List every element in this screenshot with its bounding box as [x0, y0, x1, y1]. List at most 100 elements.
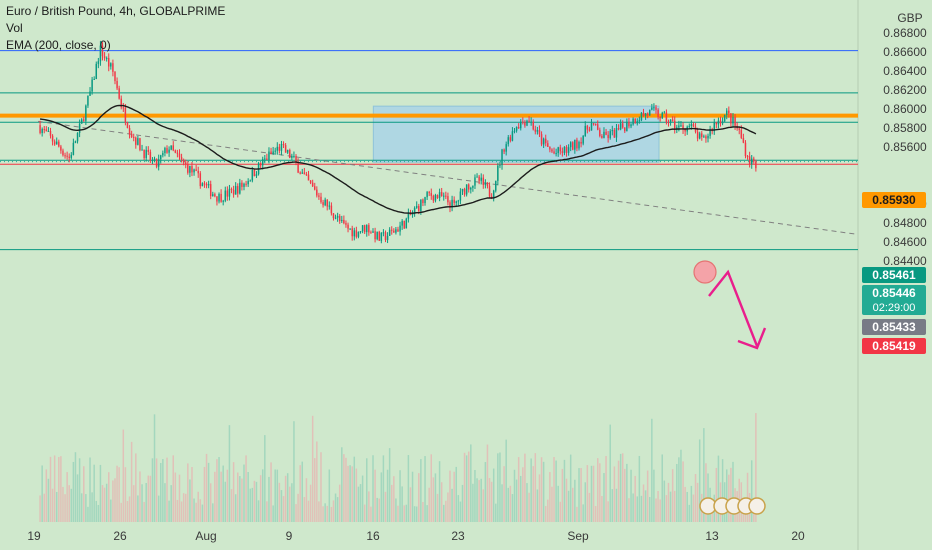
volume-bar-296 [655, 498, 657, 522]
volume-bar-12 [64, 494, 66, 522]
candle-body-232 [522, 121, 524, 123]
candle-body-200 [455, 201, 457, 203]
candle-body-198 [451, 199, 453, 208]
candle-body-313 [690, 124, 693, 126]
candle-body-252 [563, 146, 566, 153]
volume-bar-162 [376, 497, 378, 522]
volume-bar-238 [534, 453, 537, 522]
volume-bar-30 [101, 485, 104, 522]
volume-bar-19 [78, 458, 81, 522]
candle-body-74 [193, 169, 195, 173]
volume-bar-33 [108, 472, 110, 522]
volume-bar-110 [268, 476, 270, 522]
candle-body-162 [376, 231, 378, 240]
candle-body-325 [715, 122, 718, 125]
volume-bar-47 [137, 495, 139, 522]
candle-body-80 [205, 184, 208, 186]
volume-bar-134 [318, 501, 320, 522]
candle-body-100 [247, 181, 249, 185]
volume-bar-224 [505, 439, 507, 522]
candle-body-207 [470, 187, 472, 190]
candle-body-22 [85, 105, 87, 121]
volume-bar-298 [659, 499, 661, 522]
candle-body-309 [682, 125, 684, 130]
volume-bar-185 [424, 456, 426, 522]
candle-body-108 [264, 158, 266, 160]
candle-body-339 [744, 142, 747, 156]
volume-bar-114 [276, 469, 279, 522]
volume-bar-64 [172, 455, 174, 522]
countdown-label: 02:29:00 [873, 302, 916, 314]
candle-body-337 [740, 129, 743, 138]
candle-body-96 [239, 182, 241, 194]
candle-body-275 [611, 130, 614, 132]
x-tick-1: 26 [113, 529, 127, 543]
candle-body-65 [174, 150, 177, 153]
candle-body-216 [488, 185, 491, 197]
candle-body-333 [732, 117, 734, 124]
volume-bar-210 [476, 478, 478, 522]
volume-bar-170 [393, 476, 395, 522]
candle-body-67 [178, 153, 181, 158]
candle-body-247 [553, 151, 555, 154]
volume-bar-77 [199, 499, 202, 522]
volume-bar-166 [384, 491, 387, 522]
candle-body-17 [74, 141, 77, 143]
volume-bar-69 [182, 493, 185, 522]
candle-body-210 [476, 176, 478, 178]
candle-body-69 [182, 159, 185, 163]
volume-bar-239 [536, 489, 539, 522]
candle-body-270 [601, 135, 603, 138]
candle-body-293 [649, 109, 651, 116]
candle-body-229 [515, 126, 518, 131]
candle-body-176 [405, 218, 408, 229]
volume-bar-276 [613, 466, 616, 522]
candle-body-222 [501, 149, 503, 166]
volume-bar-89 [224, 481, 227, 522]
candle-body-143 [336, 215, 339, 218]
volume-bar-212 [480, 478, 482, 522]
volume-bar-219 [495, 503, 497, 522]
y-tick-9: 0.84600 [883, 235, 927, 249]
volume-bar-330 [725, 469, 728, 522]
volume-bar-222 [501, 484, 503, 522]
volume-bar-104 [255, 481, 258, 522]
candle-body-205 [465, 184, 468, 195]
candle-body-153 [357, 231, 360, 237]
candle-body-126 [301, 172, 304, 174]
volume-bar-246 [551, 486, 553, 522]
volume-bar-154 [359, 484, 362, 522]
volume-bar-43 [128, 496, 131, 522]
volume-bar-167 [386, 469, 389, 522]
candle-body-279 [619, 123, 622, 130]
volume-bar-240 [538, 474, 541, 522]
candle-body-331 [728, 110, 730, 114]
volume-bar-109 [266, 501, 268, 522]
candle-body-42 [126, 122, 129, 128]
candle-body-44 [130, 133, 133, 137]
volume-bar-54 [151, 458, 154, 522]
volume-bar-135 [320, 452, 322, 522]
candle-body-304 [671, 119, 674, 121]
volume-bar-153 [357, 486, 360, 522]
volume-bar-28 [97, 504, 100, 522]
candle-body-188 [430, 193, 433, 196]
volume-bar-281 [624, 468, 626, 522]
candle-body-214 [484, 182, 487, 185]
candle-body-291 [644, 113, 647, 116]
candle-body-287 [636, 121, 639, 124]
candle-body-249 [557, 147, 559, 154]
candle-body-103 [253, 169, 256, 177]
volume-bar-245 [549, 472, 551, 522]
candle-body-163 [378, 231, 380, 241]
volume-bar-209 [474, 469, 476, 522]
candle-body-258 [576, 139, 578, 149]
trend-line [37, 120, 858, 235]
candle-body-84 [214, 194, 216, 197]
volume-bar-269 [599, 463, 601, 522]
volume-bar-17 [74, 452, 77, 522]
candle-body-165 [382, 232, 385, 234]
volume-bar-51 [145, 482, 147, 522]
